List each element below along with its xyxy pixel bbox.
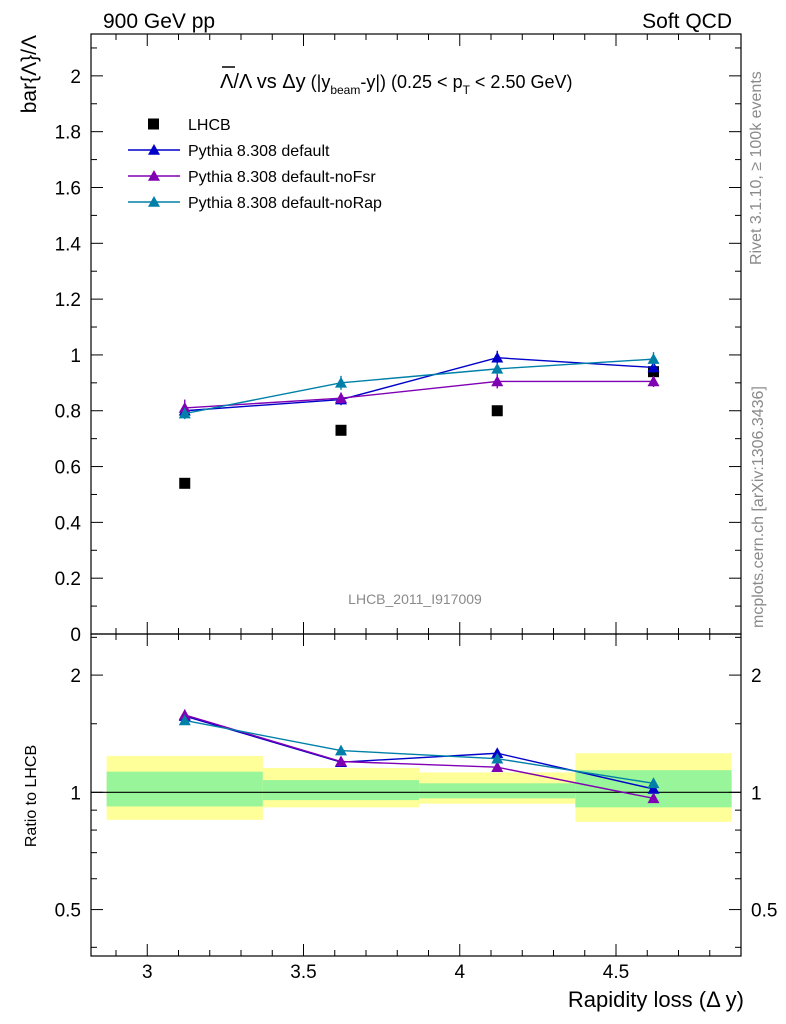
ratio-y-tick-label-right: 0.5 [751,901,777,922]
ratio-ylabel: Ratio to LHCB [23,745,40,847]
main-title: Λ/Λ vs Δy (|ybeam-y|) (0.25 < pT < 2.50 … [220,71,572,97]
analysis-watermark: LHCB_2011_I917009 [348,591,482,607]
title-sub-t: T [463,83,471,97]
header-right: Soft QCD [642,10,732,33]
y-tick-label: 0.2 [55,569,81,590]
legend-label-0: LHCB [188,117,231,134]
main-series-2-point [647,375,660,387]
y-tick-label: 1.4 [55,234,82,255]
x-tick-label: 4.5 [603,962,629,983]
main-series-2-line [184,380,654,409]
legend-marker-3 [148,196,160,207]
y-tick-label: 1.8 [55,123,81,144]
ratio-y-tick-label-right: 1 [751,783,762,804]
main-series-2-point [335,392,347,403]
y-tick-label: 2 [70,67,81,88]
main-series-0-point [491,405,503,417]
ratio-series-1-point [647,792,660,804]
title-part-3: < 2.50 GeV) [470,72,573,92]
x-tick-label: 3.5 [290,962,316,983]
title-main: Λ/Λ vs Δy [220,71,306,93]
main-series-3-point [178,407,191,419]
ratio-y-tick-label-right: 2 [751,666,762,687]
ratio-series-0-point [491,747,504,759]
x-tick-label: 4 [454,962,465,983]
legend-marker-2 [148,170,160,181]
main-plot-layer: 0 0.2 0.4 0.6 0.8 1 1.2 1.4 1.6 1.8 2 [55,33,742,646]
y-tick-label: 1.6 [55,178,81,199]
ratio-y-tick-label: 1 [70,783,81,804]
ratio-series-2-point [335,744,347,756]
ratio-y-tick-label: 0.5 [55,901,81,922]
main-series-0-point [179,477,191,489]
ratio-frame [90,633,742,957]
ratio-series-2-line [184,719,654,784]
y-tick-label: 0 [70,625,81,646]
legend-label-1: Pythia 8.308 default [188,143,330,160]
legend-marker-1 [148,144,160,155]
ratio-band-green-1 [262,780,420,801]
ratio-series-0-point [647,782,660,794]
legend: LHCB Pythia 8.308 default Pythia 8.308 def… [128,117,382,212]
ratio-series-1-point [491,761,504,773]
main-series-1-line [184,357,654,412]
ratio-series-1-point [335,755,347,767]
main-series-3-point [335,376,347,388]
title-sub-beam: beam [330,83,360,97]
xaxis-label: Rapidity loss (Δ y) [568,987,744,1012]
y-tick-label: 0.8 [55,402,81,423]
main-ylabel: bar{Λ}/Λ [18,35,41,113]
main-series-3-point [647,353,660,364]
y-tick-label: 0.6 [55,458,81,479]
main-series-3-point [491,362,504,374]
ratio-band-green-2 [419,783,576,799]
main-series-0-point [335,424,347,436]
legend-label-2: Pythia 8.308 default-noFsr [188,169,376,186]
header-left: 900 GeV pp [103,10,215,33]
ratio-band-green-0 [106,771,263,807]
y-tick-label: 0.4 [55,513,82,534]
ratio-series-2-point [178,714,191,726]
ratio-series-1-point [178,708,191,720]
title-part-2: -y|) (0.25 < p [360,72,462,92]
mcplots-label: mcplots.cern.ch [arXiv:1306.3436] [750,386,767,628]
ratio-series-1-line [184,714,654,800]
rivet-label: Rivet 3.1.10, ≥ 100k events [748,71,765,265]
main-series-2-point [491,375,504,387]
legend-marker-0 [148,118,159,130]
ratio-series-2-point [647,777,660,789]
ratio-y-tick-label: 2 [70,666,81,687]
ratio-plot-layer: 3 3.5 4 4.5 0.5 0.5 1 1 2 2 [55,633,777,983]
main-series-3-line [184,358,654,415]
x-tick-label: 3 [142,962,153,983]
ratio-series-2-point [491,752,504,764]
title-part-1: (|y [306,72,331,92]
y-tick-label: 1.2 [55,290,81,311]
legend-label-3: Pythia 8.308 default-noRap [188,195,382,212]
main-series-1-point [491,351,504,363]
y-tick-label: 1 [70,346,81,367]
main-series-2-point [178,401,191,413]
main-series-1-point [647,361,660,373]
